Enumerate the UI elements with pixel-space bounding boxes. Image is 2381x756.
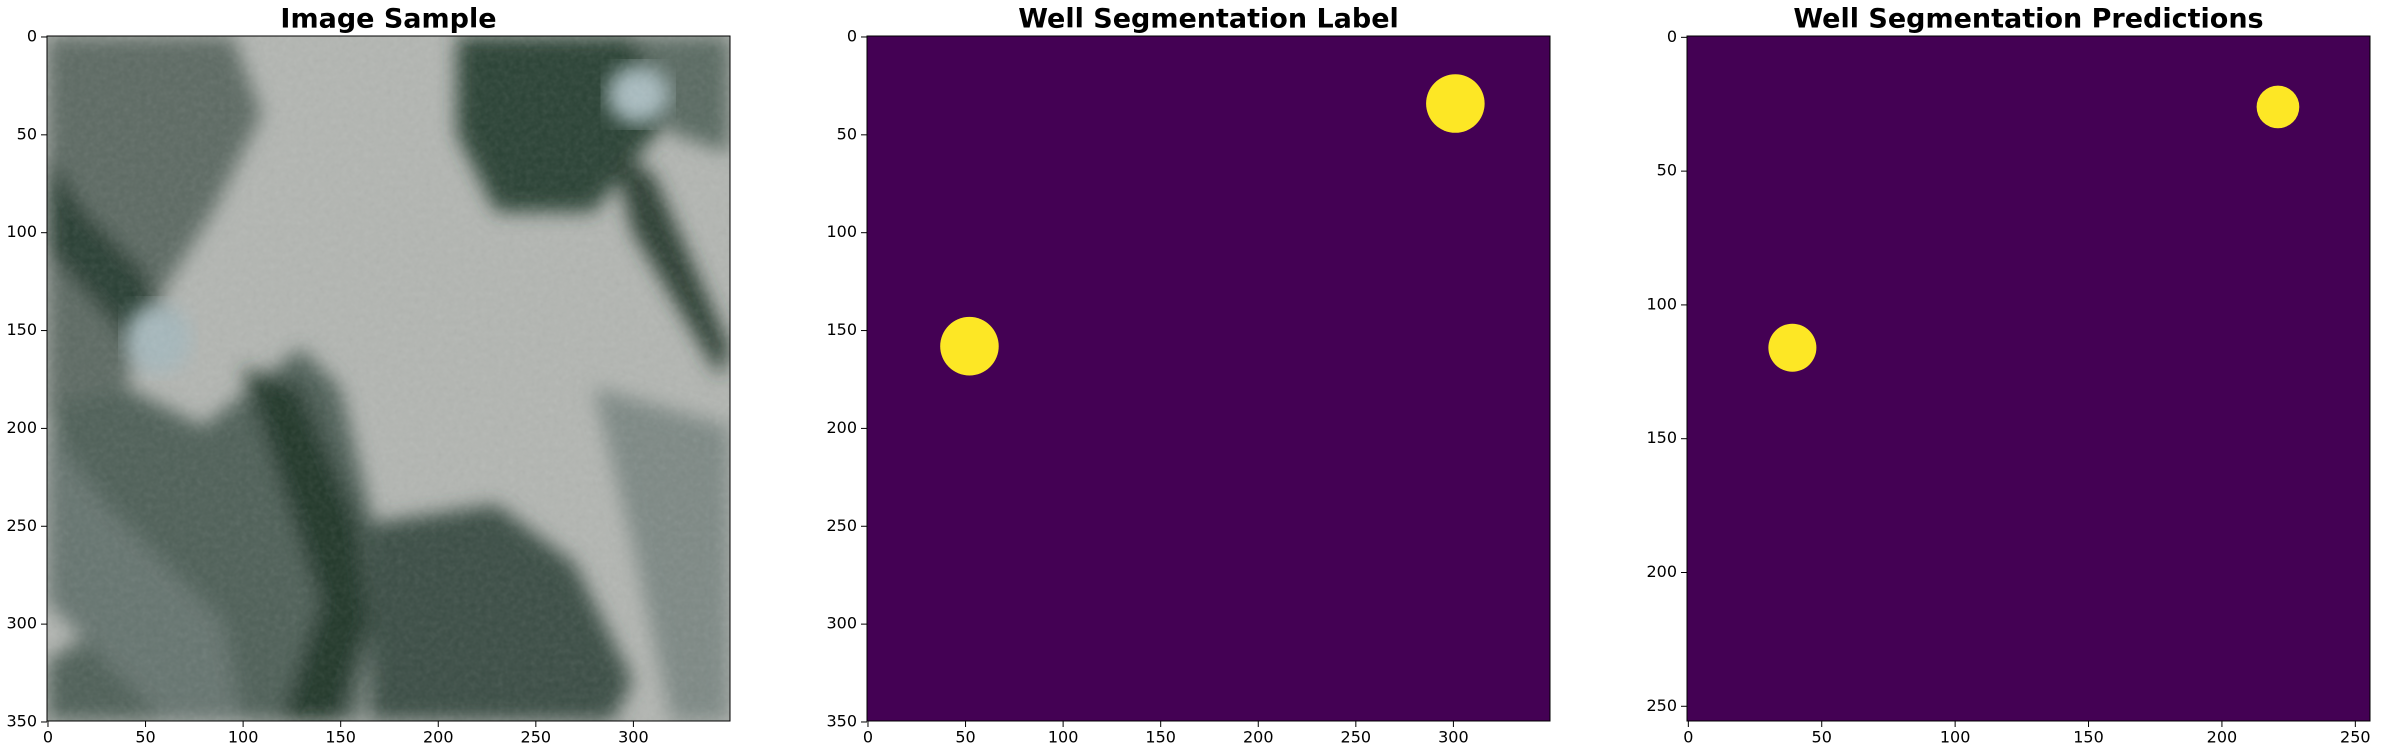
y-tick-label: 0 bbox=[27, 26, 37, 45]
y-tick-label: 200 bbox=[6, 418, 37, 437]
x-tick-label: 200 bbox=[2207, 728, 2238, 747]
well bbox=[2256, 85, 2300, 129]
x-tick-label: 200 bbox=[423, 728, 454, 747]
y-tick-label: 250 bbox=[6, 516, 37, 535]
x-tick-label: 250 bbox=[2340, 728, 2371, 747]
y-tick-label: 100 bbox=[826, 222, 857, 241]
x-tick-label: 150 bbox=[325, 728, 356, 747]
x-tick-label: 300 bbox=[618, 728, 649, 747]
well bbox=[1426, 74, 1485, 133]
y-tick-label: 100 bbox=[1646, 294, 1677, 313]
chart-title: Well Segmentation Label bbox=[1018, 4, 1399, 35]
well bbox=[940, 316, 999, 376]
y-tick-label: 150 bbox=[1646, 428, 1677, 447]
image-background bbox=[867, 36, 1550, 721]
x-tick-label: 250 bbox=[1341, 728, 1372, 747]
x-tick-label: 50 bbox=[955, 728, 975, 747]
x-tick-label: 0 bbox=[43, 728, 53, 747]
x-tick-label: 150 bbox=[1145, 728, 1176, 747]
y-tick-label: 250 bbox=[1646, 696, 1677, 715]
y-tick-label: 350 bbox=[6, 711, 37, 730]
x-tick-label: 200 bbox=[1243, 728, 1274, 747]
y-tick-label: 0 bbox=[1667, 27, 1677, 46]
x-tick-label: 0 bbox=[863, 728, 873, 747]
image-sample bbox=[47, 36, 730, 721]
well bbox=[1768, 323, 1817, 372]
x-tick-label: 150 bbox=[2073, 728, 2104, 747]
y-tick-label: 300 bbox=[6, 614, 37, 633]
y-tick-label: 150 bbox=[826, 320, 857, 339]
image-background bbox=[1687, 36, 2370, 721]
axes-frame bbox=[866, 35, 1551, 722]
x-tick-label: 100 bbox=[1940, 728, 1971, 747]
x-tick-label: 100 bbox=[1048, 728, 1079, 747]
y-tick-label: 0 bbox=[847, 26, 857, 45]
y-tick-label: 350 bbox=[826, 711, 857, 730]
y-tick-label: 50 bbox=[1657, 161, 1677, 180]
y-tick-label: 200 bbox=[1646, 562, 1677, 581]
axes-frame bbox=[46, 35, 731, 722]
y-tick-label: 250 bbox=[826, 516, 857, 535]
x-tick-label: 50 bbox=[135, 728, 155, 747]
y-tick-label: 50 bbox=[17, 124, 37, 143]
x-tick-label: 50 bbox=[1812, 728, 1832, 747]
axes-frame bbox=[1686, 35, 2371, 722]
x-tick-label: 0 bbox=[1683, 728, 1693, 747]
x-tick-label: 100 bbox=[228, 728, 259, 747]
x-tick-label: 300 bbox=[1438, 728, 1469, 747]
y-tick-label: 300 bbox=[826, 614, 857, 633]
chart-title: Image Sample bbox=[280, 4, 496, 35]
x-tick-label: 250 bbox=[521, 728, 552, 747]
y-tick-label: 200 bbox=[826, 418, 857, 437]
y-tick-label: 50 bbox=[837, 124, 857, 143]
y-tick-label: 150 bbox=[6, 320, 37, 339]
y-tick-label: 100 bbox=[6, 222, 37, 241]
chart-title: Well Segmentation Predictions bbox=[1793, 4, 2263, 35]
